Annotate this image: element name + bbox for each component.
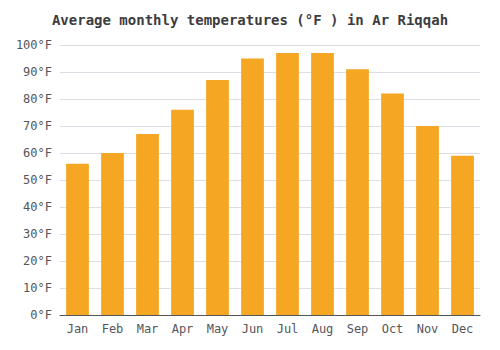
svg-text:Mar: Mar (137, 322, 159, 336)
svg-text:50°F: 50°F (23, 173, 52, 187)
svg-text:10°F: 10°F (23, 281, 52, 295)
svg-text:Apr: Apr (172, 322, 194, 336)
svg-text:20°F: 20°F (23, 254, 52, 268)
svg-text:80°F: 80°F (23, 92, 52, 106)
svg-text:Nov: Nov (417, 322, 439, 336)
svg-text:40°F: 40°F (23, 200, 52, 214)
svg-text:Aug: Aug (312, 322, 334, 336)
svg-text:60°F: 60°F (23, 146, 52, 160)
svg-text:Average monthly temperatures (: Average monthly temperatures (°F ) in Ar… (52, 12, 448, 28)
svg-text:100°F: 100°F (16, 38, 52, 52)
svg-text:70°F: 70°F (23, 119, 52, 133)
svg-text:90°F: 90°F (23, 65, 52, 79)
svg-text:Oct: Oct (382, 322, 404, 336)
svg-text:Sep: Sep (347, 322, 369, 336)
svg-text:Jul: Jul (277, 322, 299, 336)
svg-text:Jun: Jun (242, 322, 264, 336)
svg-text:Feb: Feb (102, 322, 124, 336)
svg-text:May: May (207, 322, 229, 336)
svg-text:Dec: Dec (452, 322, 474, 336)
svg-text:Jan: Jan (67, 322, 89, 336)
svg-text:30°F: 30°F (23, 227, 52, 241)
svg-text:0°F: 0°F (30, 308, 52, 322)
